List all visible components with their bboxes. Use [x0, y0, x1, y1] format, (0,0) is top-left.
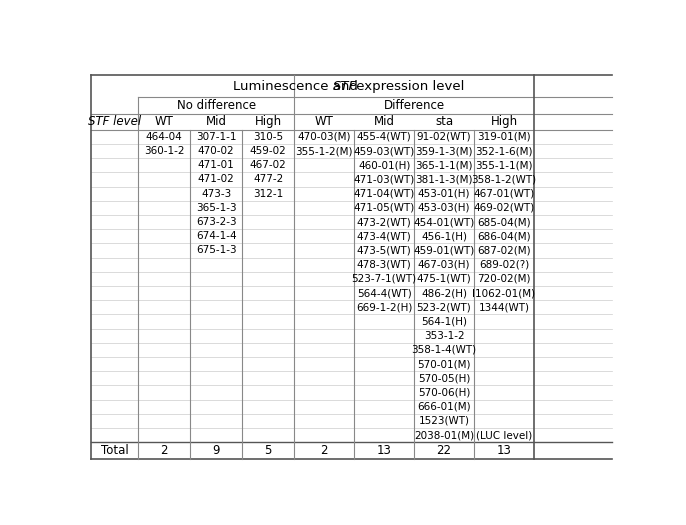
- Text: 381-1-3(M): 381-1-3(M): [415, 174, 473, 184]
- Text: 13: 13: [377, 444, 392, 457]
- Text: 477-2: 477-2: [253, 174, 283, 184]
- Text: 669-1-2(H): 669-1-2(H): [356, 302, 412, 312]
- Text: 2038-01(M): 2038-01(M): [414, 430, 474, 440]
- Text: No difference: No difference: [176, 99, 256, 112]
- Text: 470-03(M): 470-03(M): [298, 132, 351, 142]
- Text: 564-4(WT): 564-4(WT): [357, 288, 412, 298]
- Text: WT: WT: [315, 115, 333, 128]
- Text: 365-1-1(M): 365-1-1(M): [415, 160, 473, 170]
- Text: 460-01(H): 460-01(H): [358, 160, 410, 170]
- Text: High: High: [255, 115, 282, 128]
- Text: 360-1-2: 360-1-2: [144, 146, 185, 156]
- Text: WT: WT: [154, 115, 174, 128]
- Text: (LUC level): (LUC level): [476, 430, 532, 440]
- Text: 355-1-2(M): 355-1-2(M): [296, 146, 353, 156]
- Text: STF: STF: [333, 80, 357, 93]
- Text: 686-04(M): 686-04(M): [477, 231, 531, 241]
- Text: 459-03(WT): 459-03(WT): [353, 146, 415, 156]
- Text: 475-1(WT): 475-1(WT): [416, 274, 471, 284]
- Text: 352-1-6(M): 352-1-6(M): [475, 146, 533, 156]
- Text: 673-2-3: 673-2-3: [196, 217, 237, 227]
- Text: 570-05(H): 570-05(H): [418, 373, 470, 383]
- Text: 456-1(H): 456-1(H): [421, 231, 467, 241]
- Text: 2: 2: [161, 444, 168, 457]
- Text: 523-2(WT): 523-2(WT): [416, 302, 471, 312]
- Text: 471-02: 471-02: [198, 174, 235, 184]
- Text: 365-1-3: 365-1-3: [196, 203, 237, 213]
- Text: 455-4(WT): 455-4(WT): [357, 132, 412, 142]
- Text: 564-1(H): 564-1(H): [421, 317, 467, 327]
- Text: 312-1: 312-1: [253, 188, 283, 198]
- Text: 470-02: 470-02: [198, 146, 235, 156]
- Text: 720-02(M): 720-02(M): [477, 274, 531, 284]
- Text: 1344(WT): 1344(WT): [478, 302, 530, 312]
- Text: 459-02: 459-02: [250, 146, 287, 156]
- Text: 467-03(H): 467-03(H): [418, 260, 471, 270]
- Text: 453-01(H): 453-01(H): [418, 188, 471, 198]
- Text: 674-1-4: 674-1-4: [196, 231, 237, 241]
- Text: 464-04: 464-04: [145, 132, 182, 142]
- Text: 359-1-3(M): 359-1-3(M): [415, 146, 473, 156]
- Text: 2: 2: [320, 444, 328, 457]
- Text: 471-04(WT): 471-04(WT): [353, 188, 415, 198]
- Text: 473-4(WT): 473-4(WT): [357, 231, 412, 241]
- Text: 22: 22: [436, 444, 451, 457]
- Text: 473-5(WT): 473-5(WT): [357, 245, 412, 256]
- Text: 570-01(M): 570-01(M): [417, 359, 471, 369]
- Text: 5: 5: [265, 444, 272, 457]
- Text: 467-01(WT): 467-01(WT): [473, 188, 534, 198]
- Text: 9: 9: [213, 444, 220, 457]
- Text: 355-1-1(M): 355-1-1(M): [475, 160, 533, 170]
- Text: 486-2(H): 486-2(H): [421, 288, 467, 298]
- Text: STF level: STF level: [88, 115, 141, 128]
- Text: 687-02(M): 687-02(M): [477, 245, 531, 256]
- Text: High: High: [490, 115, 517, 128]
- Text: sta: sta: [435, 115, 453, 128]
- Text: 358-1-2(WT): 358-1-2(WT): [471, 174, 536, 184]
- Text: 471-01: 471-01: [198, 160, 235, 170]
- Text: 685-04(M): 685-04(M): [477, 217, 531, 227]
- Text: expression level: expression level: [352, 80, 464, 93]
- Text: 307-1-1: 307-1-1: [196, 132, 237, 142]
- Text: 473-2(WT): 473-2(WT): [357, 217, 412, 227]
- Text: Mid: Mid: [206, 115, 226, 128]
- Text: 471-03(WT): 471-03(WT): [353, 174, 415, 184]
- Text: 310-5: 310-5: [253, 132, 283, 142]
- Text: Luminescence and: Luminescence and: [233, 80, 362, 93]
- Text: 358-1-4(WT): 358-1-4(WT): [412, 345, 477, 355]
- Text: 453-03(H): 453-03(H): [418, 203, 471, 213]
- Text: 523-7-1(WT): 523-7-1(WT): [352, 274, 416, 284]
- Text: 13: 13: [497, 444, 511, 457]
- Text: Difference: Difference: [383, 99, 445, 112]
- Text: 666-01(M): 666-01(M): [417, 402, 471, 412]
- Text: 478-3(WT): 478-3(WT): [357, 260, 412, 270]
- Text: 469-02(WT): 469-02(WT): [473, 203, 534, 213]
- Text: I1062-01(M): I1062-01(M): [473, 288, 536, 298]
- Text: Mid: Mid: [374, 115, 394, 128]
- Text: 353-1-2: 353-1-2: [424, 331, 464, 341]
- Text: 689-02(?): 689-02(?): [479, 260, 529, 270]
- Text: 675-1-3: 675-1-3: [196, 245, 237, 256]
- Text: 467-02: 467-02: [250, 160, 287, 170]
- Text: 459-01(WT): 459-01(WT): [414, 245, 475, 256]
- Text: 1523(WT): 1523(WT): [418, 416, 469, 426]
- Text: 319-01(M): 319-01(M): [477, 132, 531, 142]
- Text: 454-01(WT): 454-01(WT): [414, 217, 475, 227]
- Text: 473-3: 473-3: [201, 188, 231, 198]
- Text: 91-02(WT): 91-02(WT): [416, 132, 471, 142]
- Text: Total: Total: [101, 444, 128, 457]
- Text: 471-05(WT): 471-05(WT): [353, 203, 415, 213]
- Text: 570-06(H): 570-06(H): [418, 387, 470, 397]
